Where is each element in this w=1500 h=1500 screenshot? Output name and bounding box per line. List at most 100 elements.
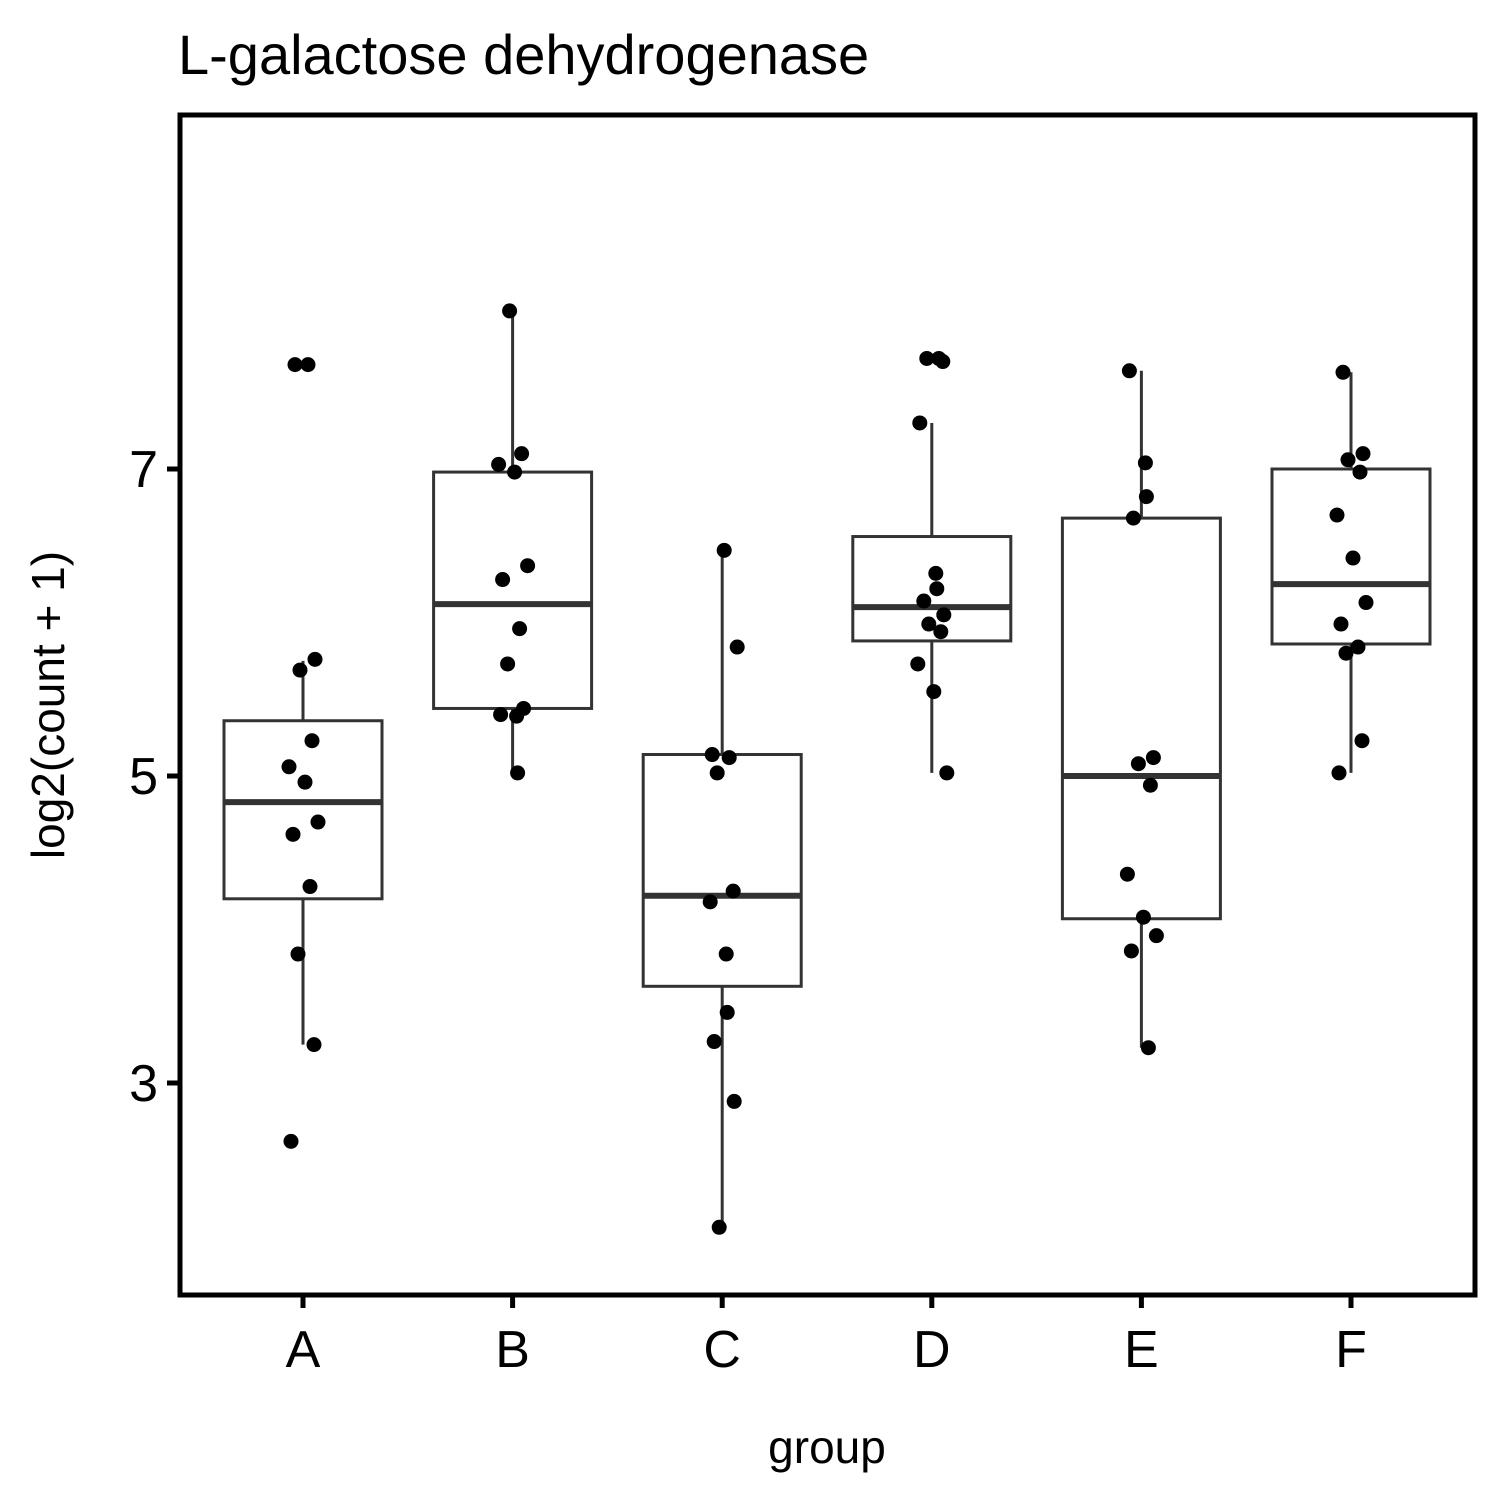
data-point-a [306,1037,322,1053]
data-point-a [307,651,323,667]
data-point-a [304,733,320,749]
box-e [1060,516,1222,921]
y-tick-label: 3 [129,1055,158,1113]
data-point-b [507,464,523,480]
data-point-d [936,607,952,623]
data-point-c [725,883,741,899]
data-point-f [1355,446,1371,462]
x-tick-label: D [913,1321,951,1379]
data-point-b [495,572,511,588]
data-point-d [910,656,926,672]
data-point-d [921,616,937,632]
data-point-c [704,747,720,763]
x-tick-label: B [495,1321,530,1379]
data-point-c [716,542,732,558]
data-point-c [711,1219,727,1235]
x-tick-label: C [703,1321,741,1379]
x-tick-label: E [1124,1321,1159,1379]
data-point-e [1137,455,1153,471]
chart-title: L-galactose dehydrogenase [178,23,869,86]
plot-frame [177,112,1478,1298]
data-point-d [926,684,942,700]
data-point-c [719,1004,735,1020]
data-point-e [1119,866,1135,882]
data-point-b [514,446,530,462]
data-point-d [919,350,935,366]
box-group-f [1270,372,1432,773]
data-point-e [1130,756,1146,772]
data-point-a [283,1133,299,1149]
data-point-d [928,565,944,581]
data-point-a [292,662,308,678]
data-point-f [1338,645,1354,661]
data-point-f [1335,364,1351,380]
data-point-c [706,1034,722,1050]
data-point-c [729,639,745,655]
data-point-e [1145,750,1161,766]
y-axis: 3 5 7 [129,441,180,1113]
boxes-layer [222,310,1432,1228]
data-point-b [512,621,528,637]
data-point-e [1123,943,1139,959]
data-point-f [1329,507,1345,523]
data-point-b [510,765,526,781]
x-tick-label: A [286,1321,321,1379]
y-tick-label: 7 [129,441,158,499]
data-point-a [297,774,313,790]
data-point-e [1135,909,1151,925]
data-point-f [1340,452,1356,468]
box-group-e [1060,370,1222,1048]
box-b [432,470,594,710]
data-point-a [287,357,303,373]
data-point-f [1352,464,1368,480]
box-c [641,753,803,988]
data-point-b [493,707,509,723]
data-point-d [929,581,945,597]
data-point-f [1331,765,1347,781]
data-point-e [1148,928,1164,944]
x-axis-title: group [768,1421,886,1473]
data-point-d [933,624,949,640]
data-point-f [1345,550,1361,566]
data-point-f [1333,616,1349,632]
data-point-b [520,558,536,574]
data-point-e [1138,489,1154,505]
data-point-c [726,1093,742,1109]
data-point-d [939,765,955,781]
data-point-e [1125,510,1141,526]
data-point-b [502,303,518,319]
box-group-a [222,660,384,1045]
points-layer [281,303,1374,1235]
data-point-b [500,656,516,672]
data-point-f [1350,639,1366,655]
data-point-a [302,879,318,895]
box-group-b [432,310,594,773]
data-point-c [718,946,734,962]
data-point-e [1142,777,1158,793]
data-point-e [1121,363,1137,379]
data-point-b [509,708,525,724]
data-point-d [916,593,932,609]
data-point-c [721,750,737,766]
data-point-f [1358,595,1374,611]
data-point-d [912,415,928,431]
data-point-c [709,765,725,781]
data-point-e [1140,1040,1156,1056]
x-axis: A B C D E F [286,1295,1367,1379]
data-point-a [310,814,326,830]
data-point-a [281,759,297,775]
y-tick-label: 5 [129,748,158,806]
data-point-f [1354,733,1370,749]
data-point-c [702,894,718,910]
box-a [222,719,384,901]
box-group-d [851,422,1013,773]
y-axis-title: log2(count + 1) [22,551,74,859]
data-point-a [300,357,316,373]
box-group-c [641,550,803,1228]
data-point-a [285,826,301,842]
data-point-d [935,354,951,370]
data-point-a [290,946,306,962]
x-tick-label: F [1335,1321,1367,1379]
data-point-b [491,456,507,472]
